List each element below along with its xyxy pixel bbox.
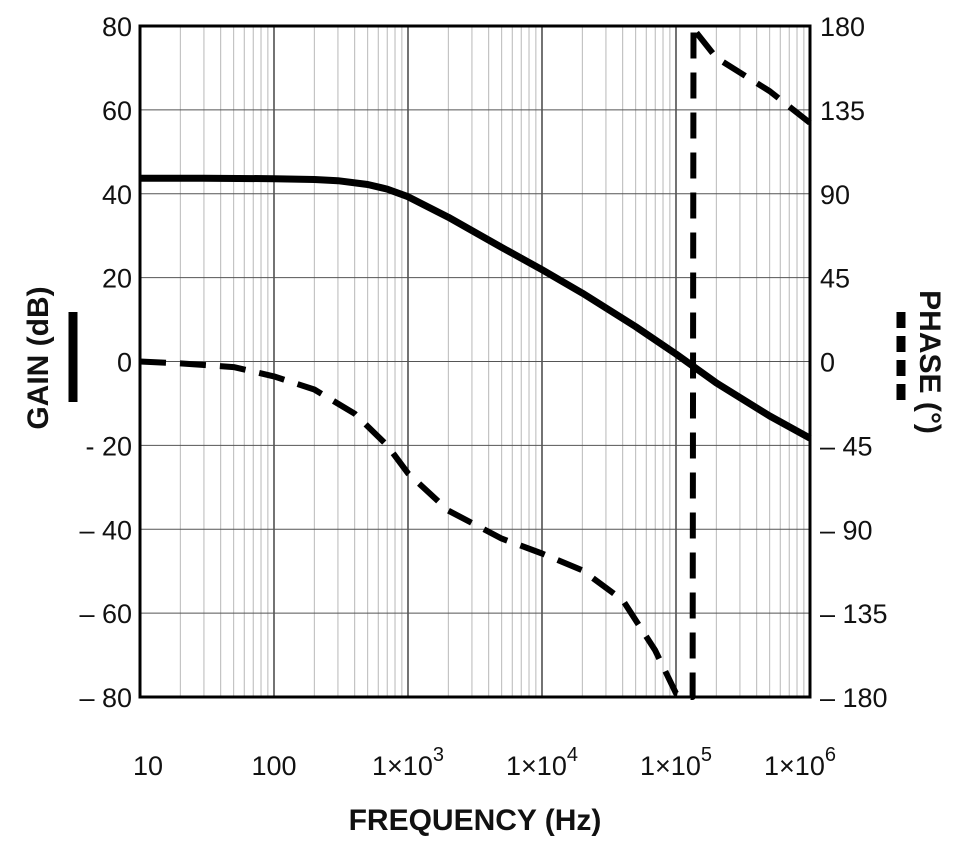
left-tick-label: – 80 (79, 683, 132, 713)
right-axis-title: PHASE (°) (913, 290, 946, 434)
right-tick-label: – 135 (820, 599, 888, 629)
phase-curve (139, 23, 812, 700)
x-tick-base: 1×10 (640, 751, 701, 781)
x-tick-exponent: 3 (433, 744, 444, 766)
x-tick-label: 10 (133, 751, 163, 781)
grid (139, 25, 811, 698)
left-axis-ticks: 80 60 40 20 0 - 20 – 40 – 60 – 80 (79, 12, 132, 713)
x-tick-label: 1×105 (640, 744, 712, 781)
left-tick-label: 80 (102, 12, 132, 42)
left-tick-label: – 60 (79, 599, 132, 629)
series-layer (139, 23, 812, 700)
x-tick-label: 1×104 (506, 744, 578, 781)
right-axis-ticks: 180 135 90 45 0 – 45 – 90 – 135 – 180 (820, 12, 888, 713)
x-axis-title: FREQUENCY (Hz) (349, 804, 602, 837)
left-tick-label: 60 (102, 96, 132, 126)
x-tick-base: 1×10 (506, 751, 567, 781)
gain-curve (140, 174, 812, 442)
right-tick-label: – 90 (820, 515, 873, 545)
plot-frame (138, 24, 812, 699)
x-tick-base: 10 (133, 751, 163, 781)
left-tick-label: 0 (117, 348, 132, 378)
x-tick-exponent: 4 (567, 744, 578, 766)
x-axis-ticks: 10 100 1×103 1×104 1×105 1×106 (133, 744, 836, 781)
x-tick-label: 1×103 (372, 744, 444, 781)
right-tick-label: – 45 (820, 431, 873, 461)
right-tick-label: 90 (820, 180, 850, 210)
x-tick-label: 1×106 (764, 744, 836, 781)
right-tick-label: 180 (820, 12, 865, 42)
left-tick-label: – 40 (79, 515, 132, 545)
x-tick-base: 1×10 (764, 751, 825, 781)
left-tick-label: - 20 (85, 431, 132, 461)
x-tick-label: 100 (251, 751, 296, 781)
right-tick-label: – 180 (820, 683, 888, 713)
x-tick-exponent: 6 (825, 744, 836, 766)
x-tick-exponent: 5 (701, 744, 712, 766)
x-tick-base: 100 (251, 751, 296, 781)
left-axis-title: GAIN (dB) (22, 286, 55, 429)
x-tick-base: 1×10 (372, 751, 433, 781)
right-tick-label: 45 (820, 264, 850, 294)
left-tick-label: 20 (102, 264, 132, 294)
right-tick-label: 0 (820, 348, 835, 378)
left-tick-label: 40 (102, 180, 132, 210)
right-tick-label: 135 (820, 96, 865, 126)
